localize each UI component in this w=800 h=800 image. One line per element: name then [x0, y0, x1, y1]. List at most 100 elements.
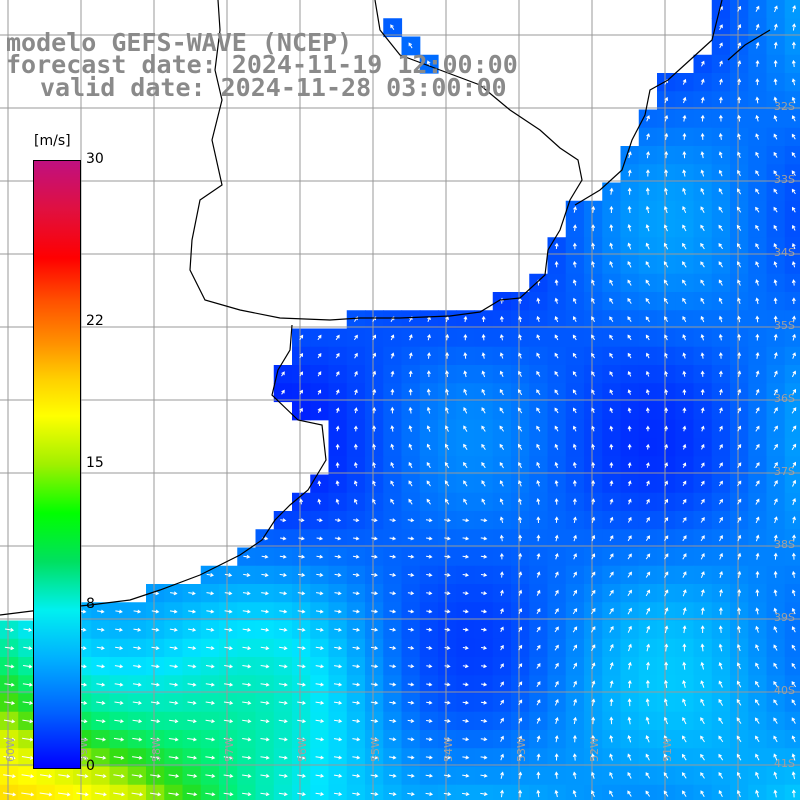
- wind-arrow: [425, 792, 434, 796]
- wind-arrow: [223, 755, 234, 760]
- wind-arrow: [627, 169, 632, 177]
- wind-arrow: [480, 554, 488, 559]
- wind-arrow: [408, 352, 413, 359]
- wind-arrow: [609, 698, 614, 707]
- wind-arrow: [260, 664, 270, 669]
- wind-arrow: [773, 114, 778, 122]
- wind-arrow: [591, 461, 596, 468]
- wind-arrow: [663, 679, 668, 688]
- wind-arrow: [243, 554, 251, 559]
- wind-arrow: [645, 187, 650, 195]
- wind-arrow: [554, 297, 559, 304]
- wind-arrow: [481, 352, 486, 359]
- wind-arrow: [389, 573, 397, 577]
- wind-arrow: [609, 371, 614, 377]
- wind-arrow: [737, 516, 742, 523]
- wind-cell: [784, 584, 800, 603]
- wind-cell: [784, 438, 800, 457]
- wind-arrow: [390, 334, 395, 341]
- wind-arrow: [444, 755, 452, 760]
- wind-cell: [0, 784, 19, 800]
- wind-arrow: [682, 187, 686, 195]
- wind-arrow: [682, 315, 687, 323]
- wind-arrow: [773, 333, 778, 341]
- wind-arrow: [480, 591, 488, 596]
- wind-arrow: [591, 443, 595, 450]
- wind-arrow: [554, 425, 559, 432]
- wind-arrow: [719, 589, 723, 597]
- wind-arrow: [315, 773, 325, 778]
- wind-arrow: [518, 663, 523, 669]
- wind-arrow: [426, 443, 431, 451]
- wind-arrow: [573, 224, 577, 231]
- wind-arrow: [518, 552, 523, 560]
- wind-arrow: [480, 792, 488, 796]
- wind-arrow: [664, 535, 669, 541]
- wind-arrow: [481, 315, 486, 323]
- wind-arrow: [297, 609, 306, 614]
- wind-arrow: [463, 388, 468, 396]
- wind-arrow: [737, 552, 742, 560]
- wind-arrow: [352, 573, 360, 577]
- wind-arrow: [96, 664, 106, 669]
- wind-arrow: [700, 625, 705, 634]
- wind-arrow: [718, 480, 723, 487]
- wind-arrow: [150, 737, 161, 742]
- wind-arrow: [627, 316, 632, 322]
- wind-arrow: [480, 518, 488, 523]
- wind-arrow: [407, 773, 415, 778]
- colorbar-tick-label: 15: [86, 454, 104, 471]
- wind-arrow: [372, 334, 376, 341]
- wind-arrow: [390, 24, 395, 30]
- wind-arrow: [773, 480, 778, 487]
- wind-arrow: [371, 536, 378, 541]
- wind-arrow: [463, 443, 468, 450]
- wind-arrow: [646, 643, 651, 652]
- wind-arrow: [426, 719, 433, 723]
- wind-cell: [36, 784, 56, 800]
- wind-arrow: [645, 297, 651, 304]
- wind-arrow: [591, 771, 595, 779]
- wind-arrow: [572, 316, 577, 323]
- coastline: [189, 0, 583, 321]
- wind-arrow: [755, 570, 760, 578]
- wind-arrow: [352, 792, 361, 797]
- wind-arrow: [609, 187, 614, 195]
- wind-arrow: [169, 609, 178, 614]
- wind-arrow: [719, 443, 723, 450]
- wind-arrow: [719, 60, 723, 67]
- wind-arrow: [333, 682, 343, 687]
- wind-arrow: [773, 699, 778, 706]
- wind-arrow: [791, 407, 797, 414]
- wind-cell: [766, 784, 786, 800]
- wind-arrow: [573, 716, 577, 725]
- wind-arrow: [353, 518, 360, 523]
- wind-arrow: [499, 498, 504, 505]
- wind-arrow: [299, 498, 304, 505]
- wind-arrow: [131, 792, 144, 797]
- wind-arrow: [700, 607, 705, 615]
- wind-arrow: [426, 536, 433, 541]
- wind-arrow: [718, 753, 724, 761]
- wind-arrow: [591, 279, 595, 286]
- wind-arrow: [791, 115, 796, 122]
- wind-arrow: [297, 773, 306, 778]
- wind-cell: [784, 456, 800, 476]
- wind-arrow: [627, 661, 632, 670]
- wind-arrow: [645, 407, 650, 414]
- wind-arrow: [480, 700, 488, 705]
- wind-arrow: [444, 737, 451, 742]
- wind-arrow: [372, 461, 376, 469]
- wind-arrow: [554, 370, 559, 377]
- wind-arrow: [334, 591, 342, 596]
- wind-arrow: [718, 498, 723, 505]
- wind-arrow: [445, 333, 450, 341]
- wind-arrow: [591, 407, 595, 414]
- wind-arrow: [773, 261, 778, 268]
- wind-arrow: [297, 719, 307, 724]
- wind-arrow: [737, 169, 741, 177]
- wind-arrow: [169, 627, 178, 632]
- wind-arrow: [554, 389, 559, 395]
- wind-arrow: [646, 498, 650, 505]
- wind-arrow: [700, 224, 705, 232]
